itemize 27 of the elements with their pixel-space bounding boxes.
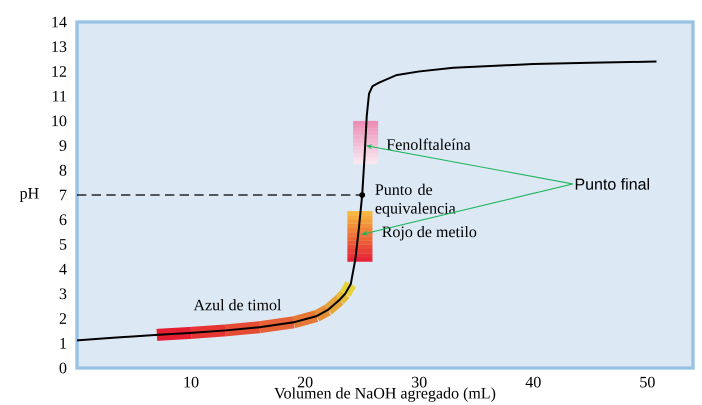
annotation: Punto final (576, 178, 649, 190)
y-tick-label: 14 (52, 16, 67, 28)
x-axis-title: Volumen de NaOH agregado (mL) (274, 387, 496, 402)
y-tick-label: 11 (52, 90, 66, 102)
x-tick-label: 50 (640, 376, 655, 388)
annotation: Fenolftaleína (386, 138, 471, 150)
annotation: Punto de equivalencia (375, 184, 456, 217)
y-tick-label: 10 (52, 115, 66, 126)
x-tick-label: 40 (526, 376, 541, 388)
y-tick-label: 13 (52, 41, 66, 52)
y-tick-label: 1 (60, 338, 66, 349)
y-axis-title: pH (20, 188, 39, 202)
x-tick-label: 10 (184, 376, 198, 388)
y-tick-label: 5 (60, 239, 66, 250)
annotation: Rojo de metilo (382, 226, 476, 240)
x-tick-label: 30 (412, 376, 427, 388)
y-tick-label: 12 (52, 66, 66, 77)
y-tick-label: 4 (59, 264, 67, 274)
annotation: Azul de timol (194, 299, 282, 310)
y-tick-label: 9 (59, 140, 66, 151)
y-tick-label: 7 (60, 190, 66, 200)
y-tick-label: 6 (60, 214, 66, 226)
x-tick-label: 20 (298, 376, 313, 388)
y-tick-label: 2 (60, 313, 66, 324)
y-tick-label: 3 (60, 288, 66, 300)
y-tick-label: 8 (60, 164, 66, 176)
y-tick-label: 0 (60, 362, 66, 374)
